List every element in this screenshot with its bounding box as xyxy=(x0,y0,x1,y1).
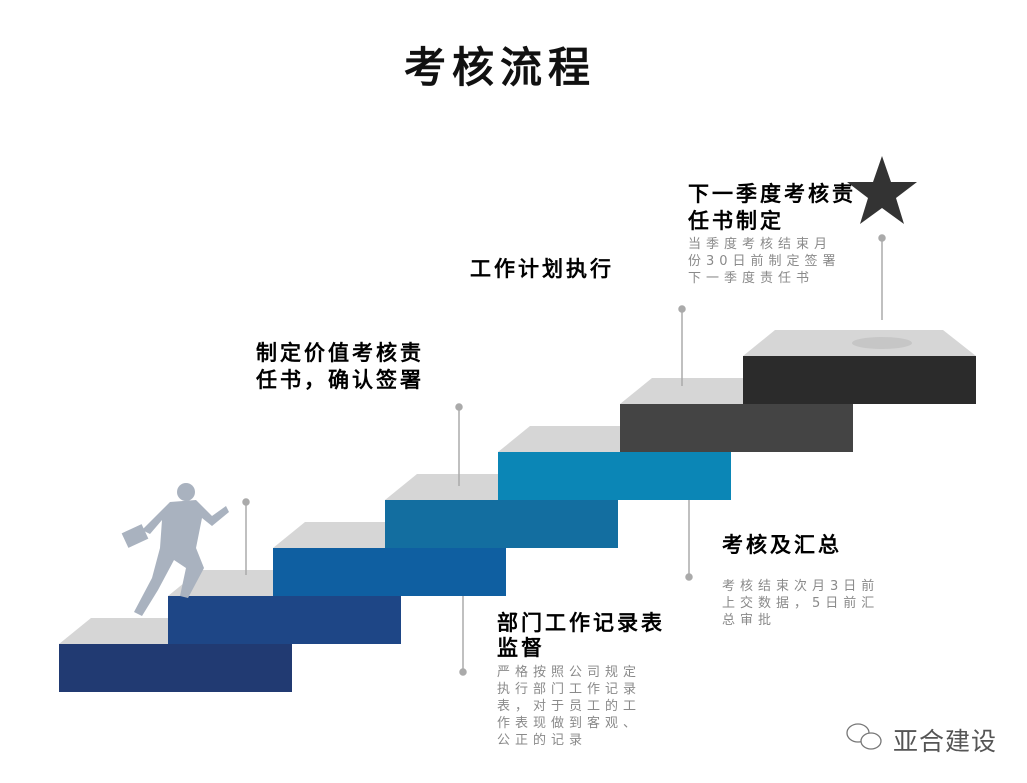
step3-title: 工作计划执行 xyxy=(470,257,614,281)
watermark: 亚合建设 xyxy=(893,727,998,756)
step4-desc: 考核结束次月3日前上交数据，5日前汇总审批 xyxy=(722,579,880,628)
step-front xyxy=(273,548,506,596)
step-front xyxy=(59,644,292,692)
step-front xyxy=(743,356,976,404)
step-front xyxy=(498,452,731,500)
step-front xyxy=(620,404,853,452)
step5-desc: 当季度考核结束月份30日前制定签署下一季度责任书 xyxy=(688,237,841,286)
runner-figure xyxy=(121,483,229,616)
step-front xyxy=(385,500,618,548)
step5-title: 下一季度考核责任书制定 xyxy=(688,182,856,233)
connector-lines xyxy=(242,234,886,676)
step-front xyxy=(168,596,401,644)
spotlight xyxy=(852,337,912,349)
page-title: 考核流程 xyxy=(403,43,596,92)
star-icon xyxy=(847,156,917,224)
step2-desc: 严格按照公司规定执行部门工作记录表，对于员工的工作表现做到客观、公正的记录 xyxy=(497,665,642,748)
step4-title: 考核及汇总 xyxy=(722,533,842,557)
step1-title: 制定价值考核责任书，确认签署 xyxy=(256,341,424,392)
step2-title: 部门工作记录表监督 xyxy=(497,611,665,660)
